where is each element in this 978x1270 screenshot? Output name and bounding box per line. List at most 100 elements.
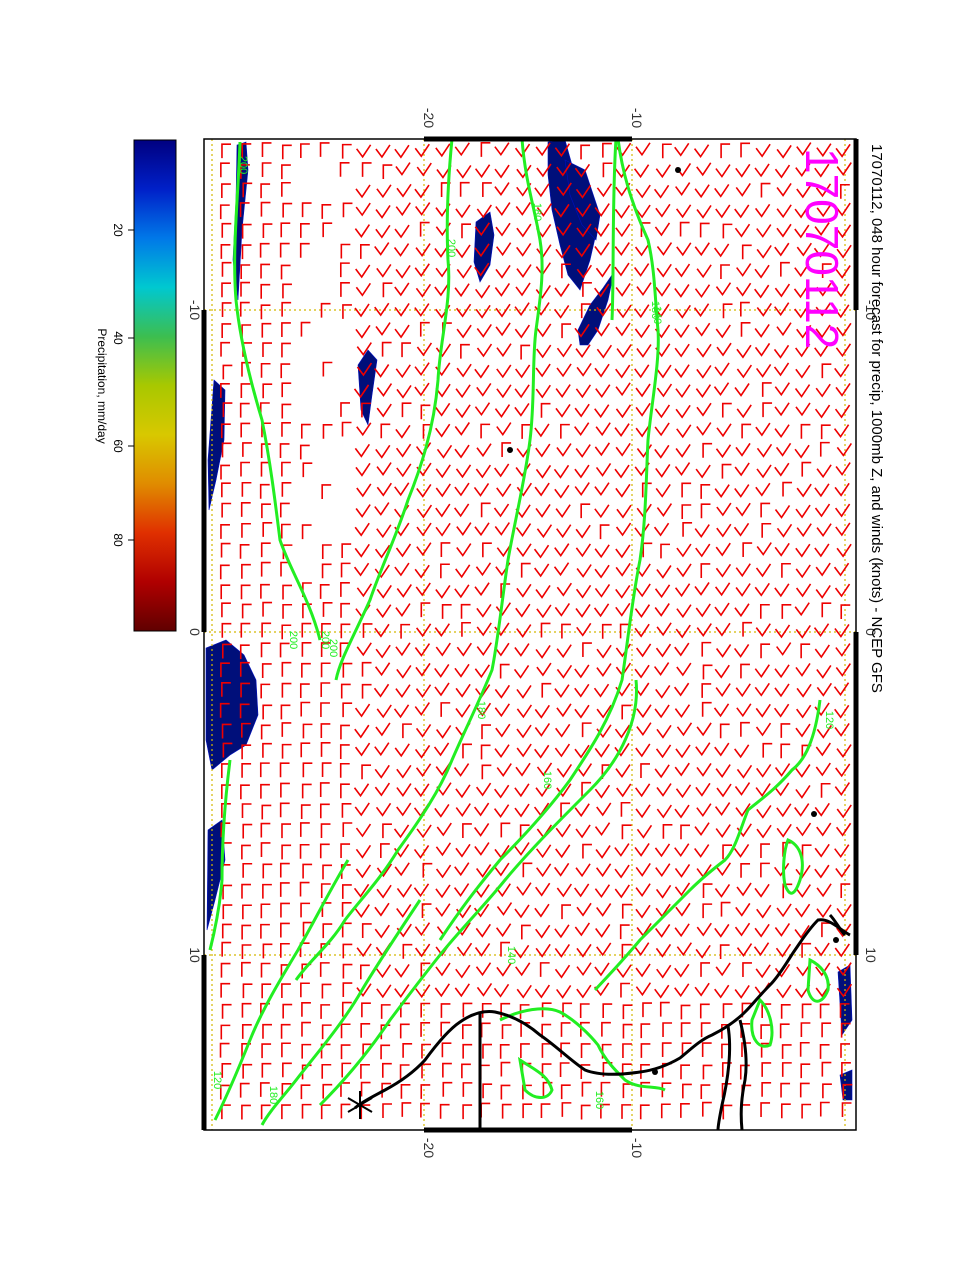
wind-barb <box>840 1022 851 1038</box>
wind-barb <box>382 823 392 839</box>
wind-barb <box>741 1042 751 1057</box>
wind-barb <box>713 703 730 718</box>
wind-barb <box>814 802 830 817</box>
wind-barb <box>594 482 610 497</box>
wind-barb <box>581 1081 592 1097</box>
wind-barb <box>475 304 491 319</box>
wind-barb <box>374 564 390 579</box>
wind-barb <box>534 302 550 316</box>
wind-barb <box>575 243 591 258</box>
wind-barb <box>260 642 271 658</box>
wind-barb <box>674 142 690 157</box>
wind-barb <box>801 844 812 860</box>
wind-barb <box>414 362 430 377</box>
wind-barb <box>795 624 811 639</box>
wind-barb <box>835 224 852 239</box>
wind-barb <box>614 742 630 757</box>
wind-barb <box>675 744 691 759</box>
wind-barb <box>661 1042 672 1058</box>
wind-barb <box>259 242 270 258</box>
wind-barb <box>394 224 410 239</box>
colorbar-tick-label: 40 <box>111 331 125 345</box>
wind-barb <box>259 483 270 499</box>
wind-barb <box>833 682 850 697</box>
contour-label: 180 <box>649 301 661 319</box>
wind-barb <box>341 421 352 437</box>
wind-barb <box>535 285 551 299</box>
wind-barb <box>375 224 391 239</box>
wind-barb <box>300 223 310 238</box>
wind-barb <box>242 1063 253 1079</box>
wind-barb <box>516 685 532 699</box>
wind-barb <box>514 324 531 339</box>
wind-barb <box>675 204 692 219</box>
wind-barb <box>416 542 432 557</box>
wind-barb <box>376 604 392 619</box>
wind-barb <box>456 522 472 537</box>
wind-barb <box>714 582 731 597</box>
contour-label: 180 <box>531 203 543 221</box>
wind-barb <box>640 763 650 778</box>
wind-barb <box>514 364 531 379</box>
wind-barb <box>415 623 432 638</box>
wind-barb <box>515 962 531 977</box>
wind-barb <box>320 823 331 839</box>
wind-barb <box>435 642 451 657</box>
wind-barb <box>582 282 592 297</box>
wind-barb <box>580 144 591 160</box>
wind-barb <box>716 423 732 438</box>
contour-label: 200 <box>327 639 339 657</box>
wind-barb <box>836 322 852 337</box>
wind-barb <box>300 1084 311 1100</box>
wind-barb <box>560 1022 571 1037</box>
wind-barb <box>574 163 591 178</box>
wind-barb <box>399 1023 410 1039</box>
wind-barb <box>376 383 393 397</box>
wind-barb <box>534 563 550 578</box>
wind-barb <box>455 843 471 858</box>
wind-barb <box>674 284 690 298</box>
wind-barb <box>816 822 832 837</box>
wind-barb <box>575 184 592 199</box>
wind-barb <box>676 424 692 439</box>
wind-barb <box>495 303 511 318</box>
wind-barb <box>735 683 751 698</box>
wind-barb <box>594 784 611 799</box>
wind-barb <box>456 543 472 557</box>
wind-barb <box>439 1103 450 1119</box>
wind-barb <box>616 964 632 979</box>
wind-barb <box>621 943 632 959</box>
wind-barb <box>455 303 472 318</box>
wind-barb <box>281 144 292 160</box>
wind-barb <box>554 943 571 958</box>
wind-barb <box>355 184 371 199</box>
wind-barb <box>561 323 572 339</box>
colorbar-ticks: 20 40 60 80 <box>111 223 134 547</box>
wind-barb <box>261 622 272 638</box>
wind-barb <box>594 203 610 217</box>
wind-barb <box>556 783 572 798</box>
wind-barb <box>394 302 410 317</box>
wind-barb <box>414 943 431 958</box>
wind-barb <box>500 941 511 957</box>
wind-barb <box>476 343 493 358</box>
wind-barb <box>355 282 372 297</box>
wind-barb <box>435 962 451 977</box>
wind-barb <box>694 982 710 997</box>
wind-barb <box>775 442 792 457</box>
wind-barb <box>674 364 690 379</box>
wind-barb <box>715 622 731 637</box>
wind-barb <box>622 1004 633 1020</box>
wind-barb <box>701 1042 712 1058</box>
wind-barb <box>279 242 290 258</box>
wind-barb <box>596 942 612 957</box>
wind-barb <box>601 623 612 639</box>
wind-barb <box>721 1043 731 1059</box>
wind-barb <box>281 421 291 437</box>
wind-barb <box>241 924 252 940</box>
wind-barb <box>774 923 791 937</box>
wind-barb <box>635 643 652 658</box>
wind-barb <box>475 562 492 577</box>
wind-barb <box>494 182 510 196</box>
wind-barb <box>662 823 673 839</box>
